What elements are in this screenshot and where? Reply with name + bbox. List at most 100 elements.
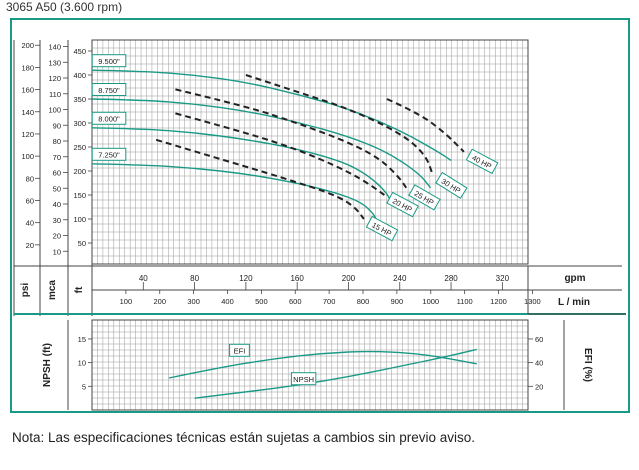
efi-tick-label: 40 — [535, 359, 543, 368]
power-curve-0 — [386, 98, 465, 153]
gpm-tick-label: 240 — [393, 274, 407, 283]
mca-axis-label: mca — [47, 280, 58, 300]
efi-label: EFI — [229, 343, 250, 357]
gpm-tick-label: 80 — [190, 274, 199, 283]
mca-tick-label: 70 — [53, 153, 61, 162]
psi-tick-label: 140 — [21, 108, 34, 117]
mca-tick-label: 40 — [53, 200, 61, 209]
lmin-tick-label: 500 — [255, 297, 268, 306]
npsh-curve — [194, 348, 477, 399]
impeller-label-1-text: 8.750" — [98, 86, 120, 95]
ft-tick-label: 100 — [73, 215, 86, 224]
power-curve-4 — [155, 138, 365, 220]
mca-tick-label: 60 — [53, 169, 61, 178]
lmin-tick-label: 200 — [153, 297, 166, 306]
power-label-0-box — [465, 148, 499, 175]
efi-tick-label: 60 — [535, 335, 543, 344]
mca-tick-label: 50 — [53, 184, 61, 193]
npsh-label: NPSH — [290, 372, 317, 386]
impeller-curve-3 — [91, 163, 378, 222]
ft-tick-label: 250 — [73, 143, 86, 152]
psi-tick-label: 180 — [21, 63, 34, 72]
power-curve-1 — [245, 74, 435, 177]
lmin-tick-label: 1200 — [490, 297, 507, 306]
impeller-curve-1 — [91, 98, 432, 189]
npsh-tick-label: 10 — [78, 359, 86, 368]
ft-tick-label: 50 — [78, 239, 86, 248]
mca-tick-label: 110 — [49, 90, 61, 99]
gpm-tick-label: 120 — [239, 274, 253, 283]
psi-tick-label: 100 — [21, 152, 34, 161]
npsh-tick-label: 5 — [82, 382, 86, 391]
lmin-tick-label: 100 — [120, 297, 133, 306]
impeller-label-2-box — [91, 111, 127, 125]
efi-curve — [168, 350, 477, 379]
psi-tick-label: 200 — [21, 41, 34, 50]
efi-label-box — [229, 343, 250, 357]
impeller-label-2: 8.000" — [91, 111, 127, 125]
impeller-label-3: 7.250" — [91, 147, 127, 161]
impeller-curve-0 — [91, 69, 452, 161]
chart-title: 3065 A50 (3.600 rpm) — [6, 0, 123, 14]
ft-axis-label: ft — [74, 286, 85, 293]
ft-tick-label: 150 — [73, 191, 86, 200]
gpm-tick-label: 160 — [290, 274, 304, 283]
lmin-tick-label: 1100 — [457, 297, 473, 306]
mca-tick-label: 120 — [48, 74, 61, 83]
disclaimer-note: Nota: Las especificaciones técnicas está… — [12, 430, 475, 445]
gpm-tick-label: 280 — [444, 274, 458, 283]
ft-tick-label: 350 — [73, 95, 86, 104]
npsh-axis-label: NPSH (ft) — [42, 343, 53, 387]
lmin-tick-label: 800 — [357, 297, 370, 306]
impeller-label-1-box — [91, 83, 127, 96]
lmin-tick-label: 900 — [391, 297, 404, 306]
impeller-label-1: 8.750" — [91, 83, 127, 96]
impeller-label-2-text: 8.000" — [98, 115, 120, 124]
mca-tick-label: 20 — [53, 232, 61, 241]
impeller-label-0-box — [91, 54, 127, 68]
impeller-label-0: 9.500" — [91, 54, 127, 68]
psi-axis-label: psi — [20, 283, 31, 298]
power-curve-3 — [175, 112, 385, 196]
gpm-axis-label: gpm — [564, 273, 585, 284]
efi-tick-label: 20 — [535, 382, 543, 391]
psi-tick-label: 80 — [26, 174, 34, 183]
psi-tick-label: 40 — [26, 219, 34, 228]
impeller-curve-2 — [91, 127, 393, 205]
mca-tick-label: 10 — [53, 247, 61, 256]
psi-tick-label: 160 — [21, 86, 34, 95]
lmin-tick-label: 600 — [289, 297, 302, 306]
mca-tick-label: 140 — [48, 43, 61, 52]
psi-tick-label: 20 — [26, 241, 34, 250]
npsh-label-box — [290, 372, 317, 386]
npsh-label-text: NPSH — [293, 375, 314, 384]
psi-tick-label: 60 — [26, 196, 34, 205]
power-label-2-box — [408, 184, 441, 211]
psi-tick-label: 120 — [21, 130, 34, 139]
lmin-tick-label: 300 — [187, 297, 200, 306]
power-label-3-box — [386, 191, 419, 218]
impeller-label-3-box — [91, 147, 127, 161]
efi-label-text: EFI — [234, 347, 246, 356]
power-label-4-box — [365, 215, 399, 242]
bottom-grid — [91, 319, 529, 411]
lmin-tick-label: 1000 — [422, 297, 439, 306]
mca-tick-label: 100 — [48, 106, 61, 115]
ft-tick-label: 450 — [73, 47, 86, 56]
mca-tick-label: 30 — [53, 216, 61, 225]
power-label-4: 15 HP — [365, 215, 399, 242]
lmin-tick-label: 1300 — [524, 297, 541, 306]
impeller-label-3-text: 7.250" — [98, 151, 120, 160]
npsh-tick-label: 15 — [78, 335, 86, 344]
mca-tick-label: 90 — [53, 121, 61, 130]
gpm-tick-label: 320 — [496, 274, 510, 283]
mca-tick-label: 80 — [53, 137, 61, 146]
impeller-label-0-text: 9.500" — [98, 57, 120, 66]
gpm-tick-label: 200 — [342, 274, 356, 283]
gpm-tick-label: 40 — [139, 274, 148, 283]
power-label-1: 30 HP — [435, 171, 468, 199]
efi-axis-label: EFI (%) — [582, 348, 593, 382]
ft-tick-label: 300 — [73, 119, 86, 128]
mca-tick-label: 130 — [48, 58, 61, 67]
power-curve-2 — [175, 88, 408, 189]
